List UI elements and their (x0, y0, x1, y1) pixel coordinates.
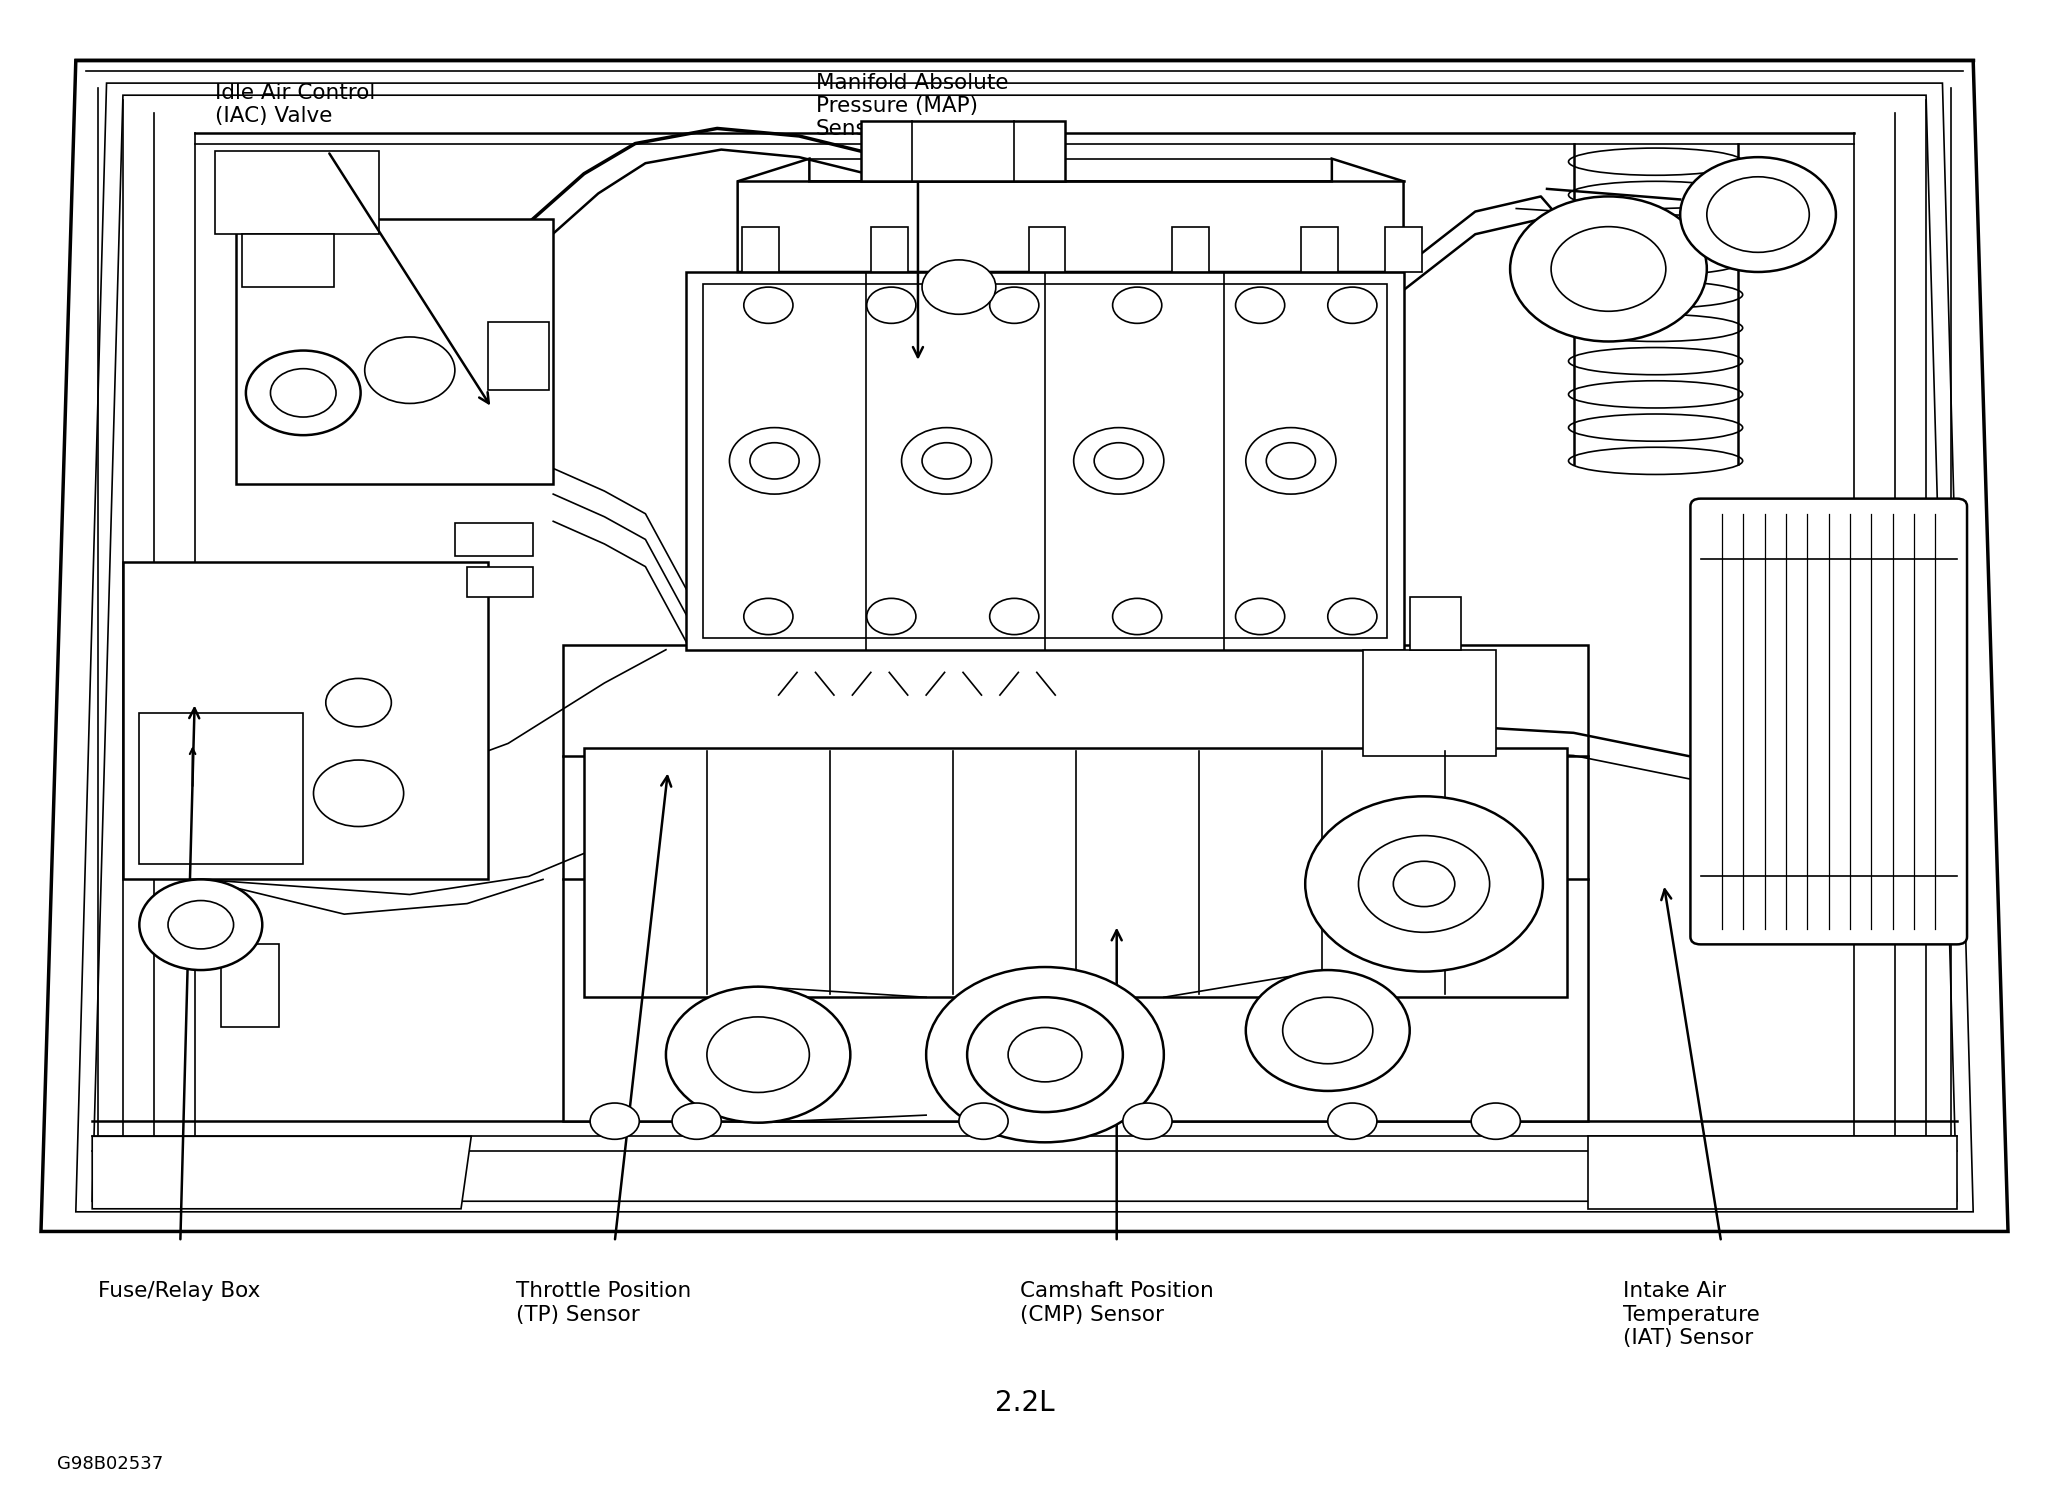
Circle shape (1094, 443, 1143, 479)
Circle shape (1246, 970, 1410, 1091)
Polygon shape (738, 159, 1404, 272)
Circle shape (1123, 1103, 1172, 1139)
Circle shape (729, 428, 820, 494)
Circle shape (1328, 1103, 1377, 1139)
Text: Camshaft Position
(CMP) Sensor: Camshaft Position (CMP) Sensor (1020, 1281, 1215, 1325)
Circle shape (1236, 598, 1285, 635)
Bar (467, 567, 533, 597)
Circle shape (922, 443, 971, 479)
Polygon shape (92, 1136, 471, 1209)
Circle shape (365, 337, 455, 403)
Bar (742, 227, 779, 272)
Circle shape (1236, 287, 1285, 323)
Circle shape (744, 598, 793, 635)
Bar (563, 645, 1588, 1121)
Bar (123, 562, 488, 879)
Polygon shape (1588, 1136, 1957, 1209)
Text: Intake Air
Temperature
(IAT) Sensor: Intake Air Temperature (IAT) Sensor (1623, 1281, 1760, 1348)
Bar (1410, 597, 1461, 650)
Circle shape (959, 1103, 1008, 1139)
Circle shape (313, 760, 404, 827)
Circle shape (990, 598, 1039, 635)
Bar (1385, 227, 1422, 272)
Text: Manifold Absolute
Pressure (MAP)
Sensor: Manifold Absolute Pressure (MAP) Sensor (816, 73, 1008, 139)
Bar (1301, 227, 1338, 272)
Text: Throttle Position
(TP) Sensor: Throttle Position (TP) Sensor (516, 1281, 693, 1325)
Bar (686, 272, 1404, 650)
Circle shape (922, 260, 996, 314)
Bar (455, 523, 533, 556)
Bar (242, 234, 334, 287)
Circle shape (1266, 443, 1315, 479)
Bar (861, 121, 1065, 181)
FancyBboxPatch shape (1690, 499, 1967, 944)
Text: Idle Air Control
(IAC) Valve: Idle Air Control (IAC) Valve (215, 83, 375, 127)
Circle shape (590, 1103, 639, 1139)
Bar (221, 944, 279, 1027)
Circle shape (1113, 287, 1162, 323)
Bar (139, 713, 303, 864)
Bar (488, 322, 549, 390)
Circle shape (1471, 1103, 1520, 1139)
Circle shape (867, 287, 916, 323)
Circle shape (1246, 428, 1336, 494)
Bar (871, 227, 908, 272)
Circle shape (326, 678, 391, 727)
Circle shape (1305, 796, 1543, 972)
Circle shape (750, 443, 799, 479)
Circle shape (246, 351, 361, 435)
Circle shape (1113, 598, 1162, 635)
Circle shape (1328, 287, 1377, 323)
Bar (584, 748, 1567, 997)
Circle shape (139, 879, 262, 970)
Bar (703, 284, 1387, 638)
Bar (1029, 227, 1065, 272)
Circle shape (1328, 598, 1377, 635)
Circle shape (926, 967, 1164, 1142)
Bar (215, 151, 379, 234)
Circle shape (990, 287, 1039, 323)
Circle shape (666, 987, 850, 1123)
Bar (1363, 650, 1496, 756)
Text: G98B02537: G98B02537 (57, 1455, 164, 1473)
Circle shape (1074, 428, 1164, 494)
Circle shape (1510, 196, 1707, 341)
Circle shape (1680, 157, 1836, 272)
Text: 2.2L: 2.2L (994, 1389, 1055, 1417)
Circle shape (672, 1103, 721, 1139)
Circle shape (902, 428, 992, 494)
Circle shape (967, 997, 1123, 1112)
Bar (1172, 227, 1209, 272)
Bar (236, 219, 553, 484)
Text: Fuse/Relay Box: Fuse/Relay Box (98, 1281, 260, 1301)
Circle shape (744, 287, 793, 323)
Circle shape (867, 598, 916, 635)
